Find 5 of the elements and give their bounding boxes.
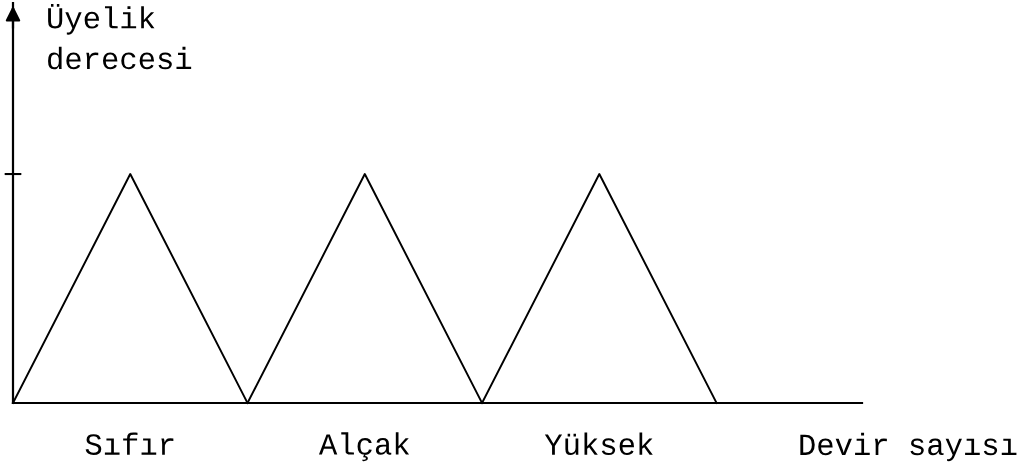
text: Alçak (318, 432, 410, 462)
y-axis-title: Üyelik derecesi (48, 4, 192, 70)
text: Yüksek (544, 432, 653, 455)
x-axis-title: Devir sayısı (800, 432, 1017, 462)
text: Sıfır (85, 432, 174, 455)
